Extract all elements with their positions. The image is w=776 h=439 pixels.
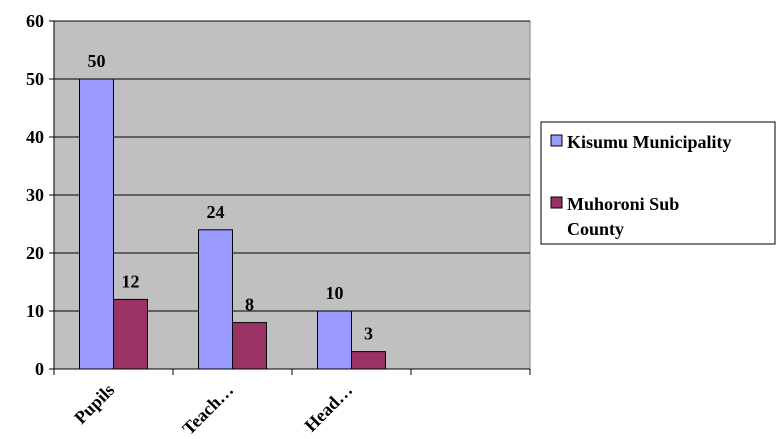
data-label: 3	[364, 324, 373, 344]
bar	[79, 78, 114, 370]
y-tick-label: 50	[26, 69, 44, 89]
legend-swatch	[550, 134, 563, 147]
legend-swatch	[550, 196, 563, 209]
data-label: 10	[326, 283, 344, 303]
data-label: 12	[122, 271, 140, 291]
legend-label: County	[567, 219, 624, 239]
bar	[113, 298, 148, 370]
data-labels: 50 12 24 8 10 3	[88, 51, 374, 344]
data-label: 8	[245, 295, 254, 315]
data-label: 24	[207, 202, 225, 222]
bar	[198, 229, 233, 370]
legend-label: Kisumu Municipality	[567, 132, 732, 152]
legend-box	[540, 121, 776, 245]
y-tick-label: 0	[35, 359, 44, 379]
y-tick-label: 30	[26, 185, 44, 205]
x-tick-labels: Pupils Teach… Head…	[70, 380, 356, 439]
x-tick-label: Pupils	[70, 380, 118, 428]
data-label: 50	[88, 51, 106, 71]
x-tick-label: Teach…	[178, 380, 237, 439]
y-tick-label: 10	[26, 301, 44, 321]
y-tick-label: 40	[26, 127, 44, 147]
legend-label: Muhoroni Sub	[567, 194, 679, 214]
x-tick-label: Head…	[300, 380, 356, 436]
bars	[79, 78, 386, 370]
bar	[317, 310, 352, 370]
legend: Kisumu Municipality Muhoroni Sub County	[540, 121, 776, 245]
axes	[49, 20, 531, 375]
y-tick-labels: 0 10 20 30 40 50 60	[26, 11, 44, 379]
y-tick-label: 20	[26, 243, 44, 263]
bar	[232, 322, 267, 370]
y-tick-label: 60	[26, 11, 44, 31]
bar	[351, 351, 386, 370]
